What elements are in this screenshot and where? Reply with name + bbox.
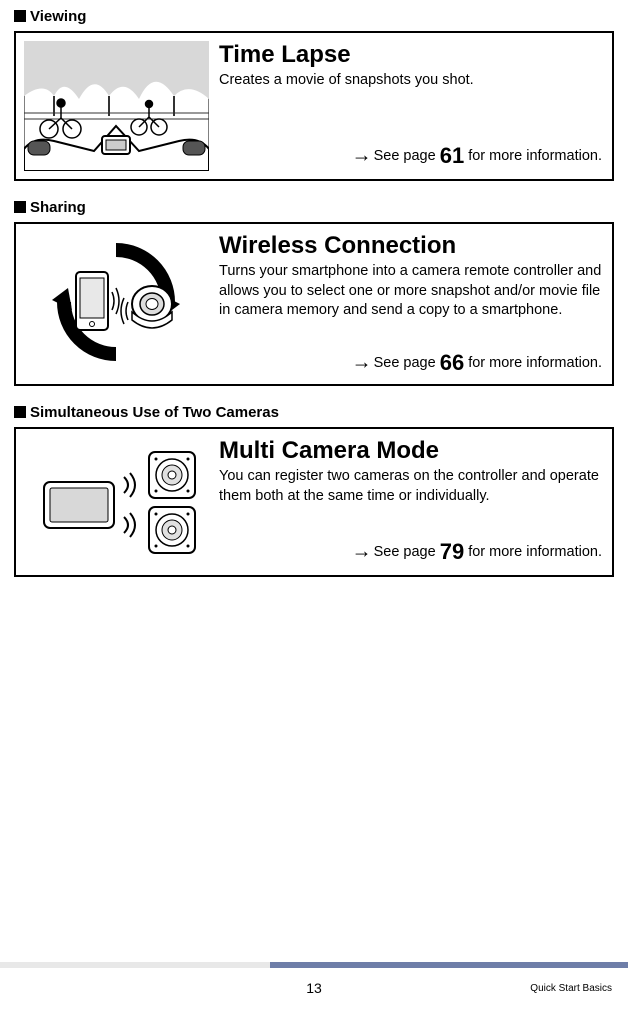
feature-title: Multi Camera Mode [219, 437, 602, 465]
arrow-icon: → [352, 145, 370, 167]
illustration-timelapse [24, 41, 209, 171]
link-suffix: for more information. [464, 148, 602, 164]
illustration-wireless [24, 232, 209, 372]
link-page: 66 [440, 350, 464, 375]
arrow-icon: → [352, 352, 370, 374]
feature-desc: Turns your smartphone into a camera remo… [219, 262, 602, 321]
footer-divider [0, 962, 628, 968]
feature-box-timelapse: Time Lapse Creates a movie of snapshots … [14, 31, 614, 181]
arrow-icon: → [352, 541, 370, 563]
link-prefix: See page [374, 148, 440, 164]
link-page: 79 [440, 539, 464, 564]
feature-desc: Creates a movie of snapshots you shot. [219, 71, 602, 91]
link-prefix: See page [374, 355, 440, 371]
link-prefix: See page [374, 544, 440, 560]
link-page: 61 [440, 143, 464, 168]
link-suffix: for more information. [464, 355, 602, 371]
feature-text: Time Lapse Creates a movie of snapshots … [219, 41, 602, 169]
section-header-text: Simultaneous Use of Two Cameras [30, 404, 279, 421]
feature-box-multicam: Multi Camera Mode You can register two c… [14, 427, 614, 577]
feature-desc: You can register two cameras on the cont… [219, 467, 602, 506]
section-header-text: Viewing [30, 8, 86, 25]
feature-link: → See page 79 for more information. [219, 539, 602, 565]
feature-link: → See page 66 for more information. [219, 350, 602, 376]
feature-title: Wireless Connection [219, 232, 602, 260]
feature-box-wireless: Wireless Connection Turns your smartphon… [14, 222, 614, 386]
feature-title: Time Lapse [219, 41, 602, 69]
section-header-sharing: Sharing [14, 199, 614, 216]
section-header-text: Sharing [30, 199, 86, 216]
section-header-multicam: Simultaneous Use of Two Cameras [14, 404, 614, 421]
illustration-multicam [24, 437, 209, 567]
chapter-name: Quick Start Basics [530, 983, 612, 994]
link-suffix: for more information. [464, 544, 602, 560]
feature-text: Multi Camera Mode You can register two c… [219, 437, 602, 565]
bullet-icon [14, 406, 26, 418]
feature-text: Wireless Connection Turns your smartphon… [219, 232, 602, 376]
bullet-icon [14, 201, 26, 213]
feature-link: → See page 61 for more information. [219, 143, 602, 169]
bullet-icon [14, 10, 26, 22]
section-header-viewing: Viewing [14, 8, 614, 25]
